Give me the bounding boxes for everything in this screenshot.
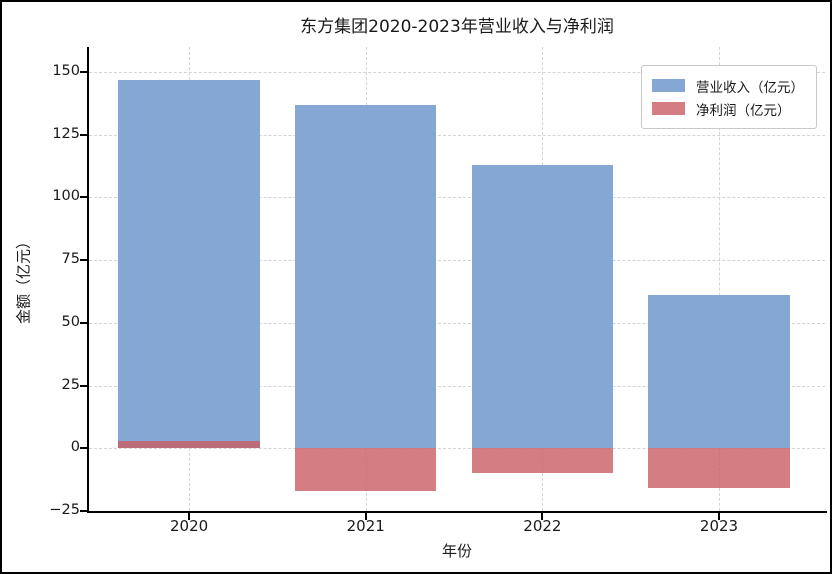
x-tick-mark	[364, 513, 367, 520]
x-tick-mark	[541, 513, 544, 520]
y-tick-label: 25	[61, 376, 80, 393]
x-axis-spine	[87, 511, 827, 513]
x-tick-label: 2022	[523, 517, 562, 535]
h-gridline	[89, 322, 825, 324]
y-tick-mark	[80, 384, 87, 387]
y-tick-mark	[80, 510, 87, 512]
legend-row: 净利润（亿元）	[652, 97, 804, 120]
legend-swatch	[652, 79, 685, 92]
revenue-bar	[118, 79, 260, 449]
plot-area	[89, 47, 825, 511]
y-tick-label: 0	[70, 439, 80, 456]
h-gridline	[89, 134, 825, 136]
net-profit-bar	[471, 448, 614, 474]
legend-label: 净利润（亿元）	[696, 102, 791, 119]
y-tick-label: 125	[52, 125, 80, 142]
net-profit-bar	[648, 448, 790, 489]
h-gridline	[89, 385, 825, 387]
h-gridline	[89, 448, 825, 450]
y-tick-mark	[80, 133, 87, 136]
h-gridline	[89, 197, 825, 199]
y-tick-mark	[80, 196, 87, 199]
x-tick-label: 2021	[346, 517, 385, 535]
legend: 营业收入（亿元） 净利润（亿元）	[641, 65, 817, 129]
x-axis-label: 年份	[441, 542, 472, 560]
legend-label: 营业收入（亿元）	[696, 79, 804, 96]
y-axis-label: 金额（亿元）	[14, 233, 33, 325]
y-axis-spine	[87, 47, 89, 513]
y-tick-label: 150	[52, 63, 80, 80]
net-profit-bar	[118, 440, 260, 449]
y-tick-mark	[80, 259, 87, 262]
revenue-bar	[471, 164, 614, 449]
legend-row: 营业收入（亿元）	[652, 74, 804, 97]
y-tick-mark	[80, 321, 87, 324]
x-tick-label: 2023	[699, 517, 739, 535]
h-gridline	[89, 72, 825, 74]
y-tick-label: 50	[61, 313, 80, 330]
y-tick-label: 100	[52, 188, 80, 205]
x-tick-label: 2020	[170, 517, 209, 535]
net-profit-bar	[295, 448, 437, 491]
x-tick-mark	[718, 513, 721, 520]
h-gridline	[89, 260, 825, 262]
revenue-bar	[648, 295, 790, 449]
revenue-bar	[295, 104, 437, 449]
y-tick-label: 75	[61, 251, 80, 268]
y-tick-mark	[80, 447, 87, 450]
legend-swatch	[652, 102, 685, 115]
y-tick-mark	[80, 71, 87, 74]
v-gridline	[719, 47, 721, 511]
chart-title: 东方集团2020-2023年营业收入与净利润	[300, 17, 614, 37]
y-tick-label: −25	[49, 502, 80, 518]
x-tick-mark	[188, 513, 191, 520]
